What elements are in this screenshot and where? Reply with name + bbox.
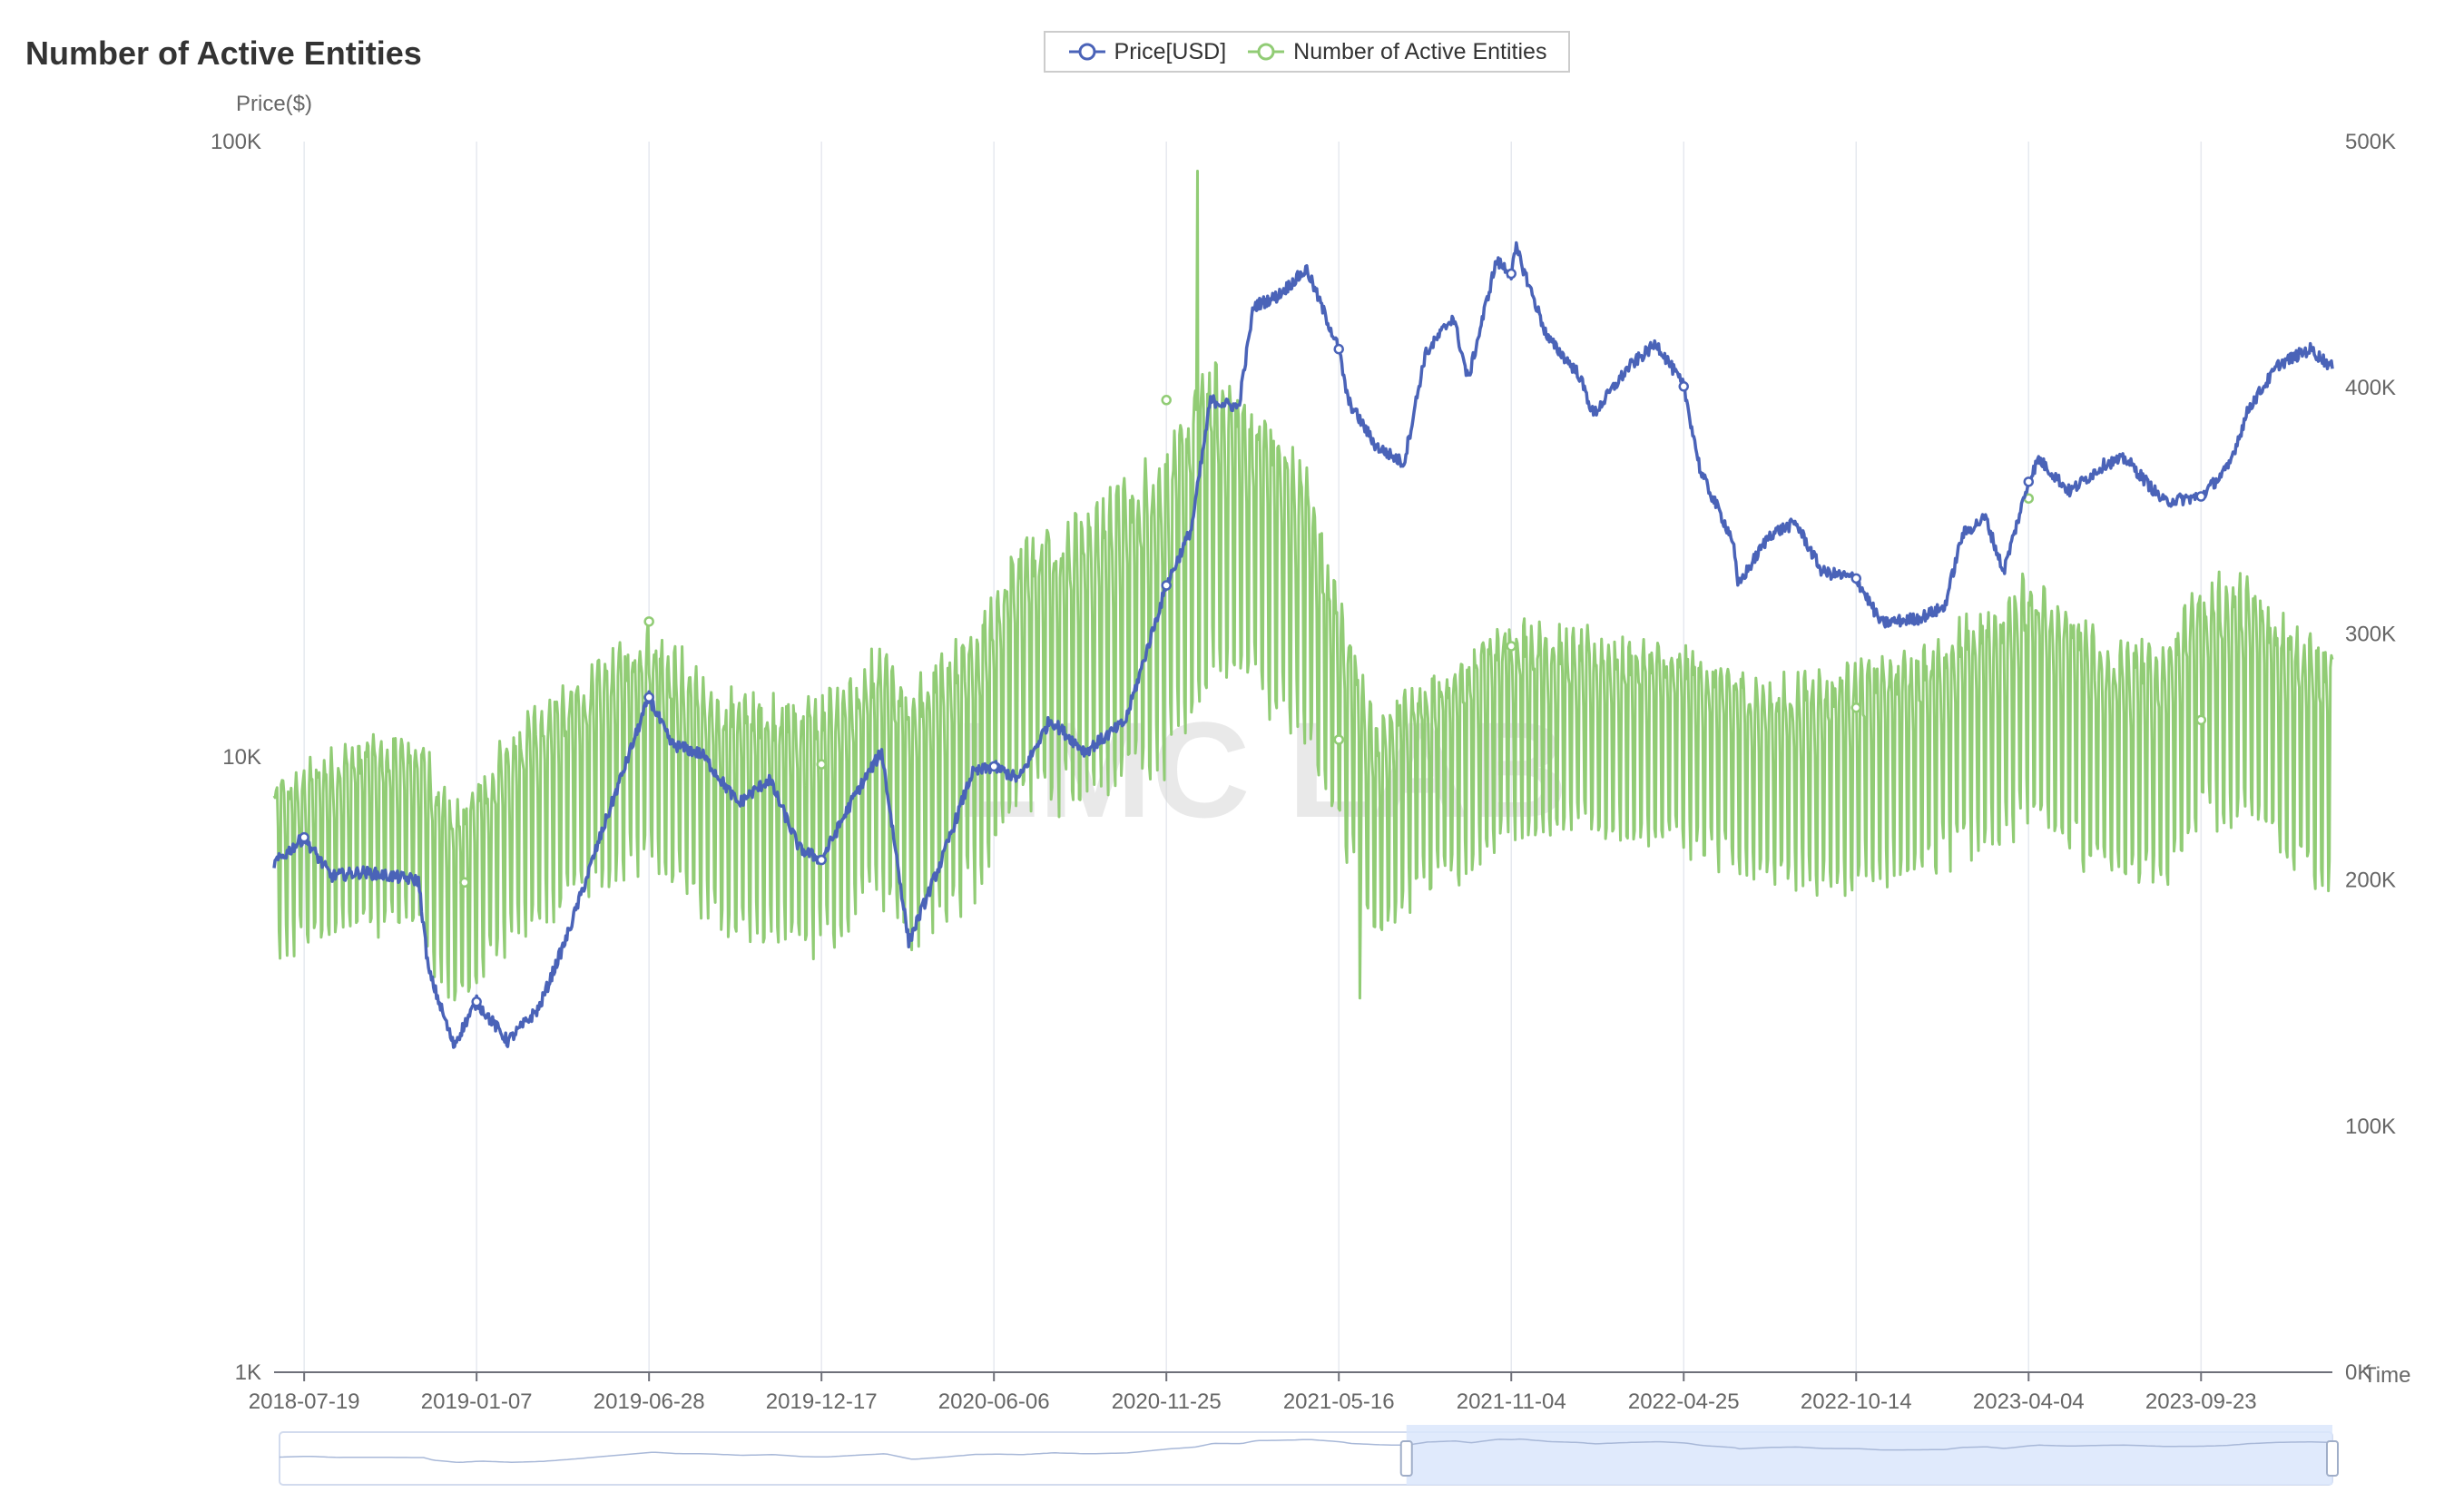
active-entities-point	[459, 877, 470, 889]
series-layer	[272, 170, 2334, 1049]
y-left-tick-label: 100K	[211, 130, 261, 154]
y-right-tick-label: 400K	[2345, 376, 2396, 400]
active-entities-point	[2195, 714, 2207, 726]
y-right-tick-label: 200K	[2345, 869, 2396, 893]
zoom-end-handle[interactable]	[2326, 1440, 2339, 1477]
active-entities-point	[816, 759, 827, 770]
price-point	[816, 854, 827, 866]
x-tick-label: 2023-04-04	[1973, 1389, 2085, 1414]
price-point	[1506, 268, 1517, 280]
x-tick-label: 2022-04-25	[1628, 1389, 1740, 1414]
y-right-tick-label: 0K	[2345, 1360, 2371, 1385]
y-left-tick-label: 10K	[222, 745, 261, 770]
price-point	[2195, 491, 2207, 502]
legend-price-label: Price[USD]	[1114, 38, 1227, 64]
active-entities-point	[1850, 702, 1862, 713]
active-entities-point	[1506, 641, 1517, 652]
y-right-tick-label: 100K	[2345, 1114, 2396, 1139]
active-entities-point	[1333, 734, 1344, 745]
x-tick-label: 2019-01-07	[421, 1389, 533, 1414]
y-axis-left-name: Price($)	[236, 92, 312, 116]
x-tick-label: 2021-05-16	[1283, 1389, 1395, 1414]
price-point	[1678, 381, 1689, 392]
x-tick-label: 2020-11-25	[1112, 1389, 1222, 1414]
x-tick-label: 2018-07-19	[249, 1389, 360, 1414]
price-point	[643, 692, 654, 703]
y-right-tick-label: 300K	[2345, 622, 2396, 646]
active-entities-point	[643, 616, 654, 627]
zoom-selected-range[interactable]	[1406, 1425, 2332, 1485]
zoom-preview-line	[279, 1438, 2331, 1464]
y-right-tick-label: 500K	[2345, 130, 2396, 154]
price-point	[1161, 580, 1172, 591]
price-point	[1333, 343, 1344, 355]
data-zoom-slider[interactable]	[279, 1425, 2339, 1486]
legend-entities-label: Number of Active Entities	[1293, 38, 1547, 64]
y-left-tick-label: 1K	[235, 1360, 261, 1385]
price-point	[1850, 573, 1862, 584]
x-axis-name: Time	[2363, 1363, 2410, 1388]
legend: Price[USD] Number of Active Entities	[1044, 31, 1570, 73]
x-tick-label: 2023-09-23	[2145, 1389, 2257, 1414]
legend-item-active-entities[interactable]: Number of Active Entities	[1246, 39, 1546, 65]
x-tick-label: 2019-12-17	[766, 1389, 878, 1414]
series-price-line	[272, 241, 2334, 1049]
zoom-start-handle[interactable]	[1399, 1440, 1413, 1477]
price-point	[471, 997, 482, 1007]
legend-entities-swatch-icon	[1248, 43, 1285, 61]
active-entities-point	[1161, 395, 1172, 406]
x-tick-label: 2021-11-04	[1457, 1389, 1566, 1414]
chart-title: Number of Active Entities	[25, 34, 422, 72]
series-active-entities-line	[272, 170, 2334, 1002]
legend-price-swatch-icon	[1068, 43, 1105, 61]
x-tick-label: 2019-06-28	[594, 1389, 705, 1414]
legend-item-price[interactable]: Price[USD]	[1067, 38, 1227, 65]
price-point	[299, 831, 309, 843]
axes-layer: 2018-07-19 2019-01-07 2019-06-28 2019-12-17…	[211, 130, 2396, 1414]
x-tick-label: 2022-10-14	[1801, 1389, 1912, 1414]
watermark: LMC LAB	[956, 693, 1568, 846]
price-point	[2023, 476, 2035, 487]
price-point	[988, 761, 999, 772]
x-tick-label: 2020-06-06	[938, 1389, 1050, 1414]
